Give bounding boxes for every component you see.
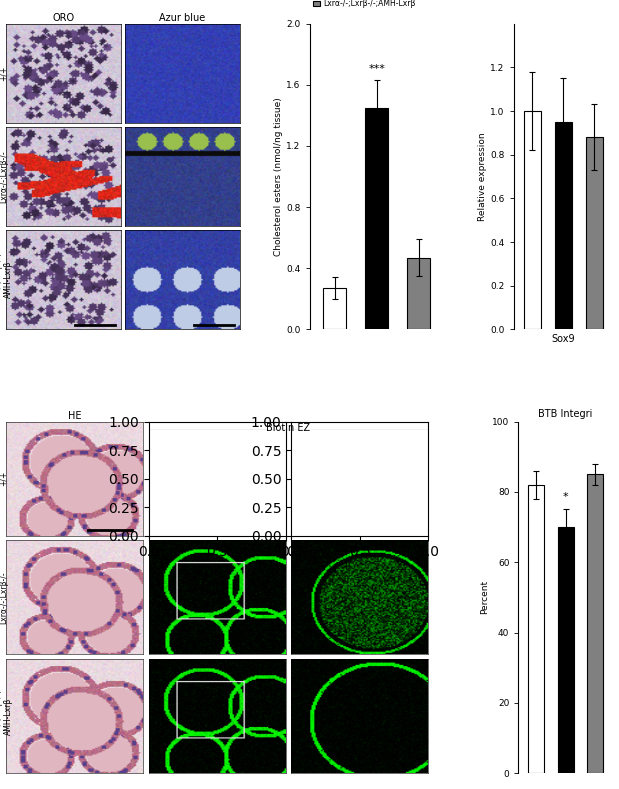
- Y-axis label: Cholesterol esters (nmol/ng tissue): Cholesterol esters (nmol/ng tissue): [274, 97, 284, 256]
- Legend: +/+, Lxrα-/-;Lxrβ-/-, Lxrα-/-;Lxrβ-/-;AMH-Lxrβ: +/+, Lxrα-/-;Lxrβ-/-, Lxrα-/-;Lxrβ-/-;AM…: [313, 0, 415, 8]
- Text: ***: ***: [368, 64, 385, 74]
- Y-axis label: Percent: Percent: [480, 581, 490, 615]
- Bar: [365, 108, 388, 330]
- Y-axis label: Lxrα-/-;Lxrβ-/-;
AMH-Lxrβ: Lxrα-/-;Lxrβ-/-; AMH-Lxrβ: [0, 252, 13, 308]
- Title: ORO: ORO: [53, 13, 74, 23]
- Y-axis label: +/+: +/+: [0, 65, 8, 81]
- Y-axis label: Lxrα-/-;Lxrβ-/-: Lxrα-/-;Lxrβ-/-: [0, 150, 8, 203]
- Y-axis label: Relative expression: Relative expression: [478, 133, 488, 221]
- Bar: [586, 137, 603, 330]
- Bar: [555, 122, 572, 330]
- Text: *: *: [563, 492, 568, 503]
- Bar: [407, 258, 430, 330]
- Title: Azur blue: Azur blue: [159, 13, 206, 23]
- Text: Biotin EZ: Biotin EZ: [266, 423, 311, 432]
- Bar: [587, 474, 604, 773]
- Bar: [558, 527, 574, 773]
- Bar: [323, 288, 346, 330]
- Bar: [528, 484, 544, 773]
- Y-axis label: Lxrα-/-;Lxrβ-/-: Lxrα-/-;Lxrβ-/-: [0, 571, 8, 623]
- Title: BTB Integri: BTB Integri: [539, 409, 593, 420]
- Y-axis label: +/+: +/+: [0, 471, 8, 486]
- Bar: [524, 111, 541, 330]
- Title: HE: HE: [68, 411, 82, 421]
- Y-axis label: Lxrα-/-;Lxrβ-/-;
AMH-Lxrβ: Lxrα-/-;Lxrβ-/-; AMH-Lxrβ: [0, 689, 13, 744]
